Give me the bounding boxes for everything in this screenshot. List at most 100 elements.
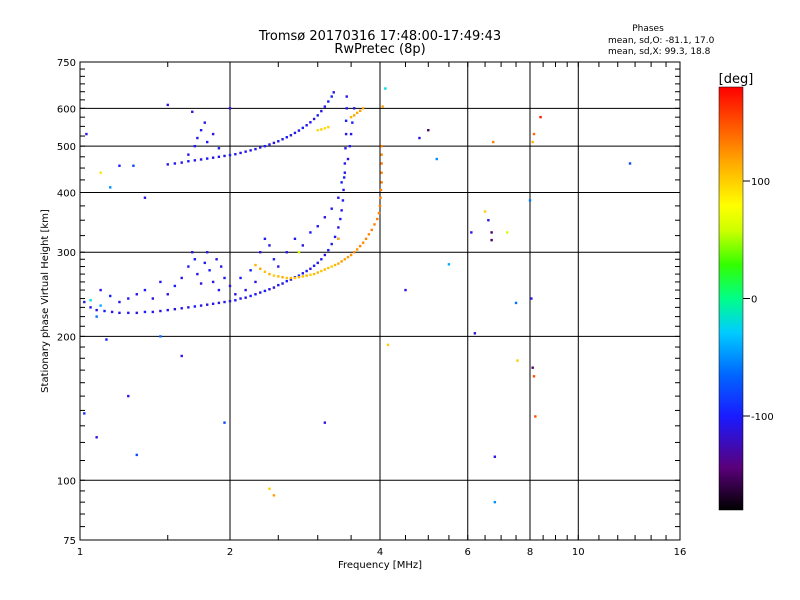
data-point [223,154,226,158]
data-point [516,359,519,362]
data-point [118,164,121,167]
data-point [327,248,330,252]
data-point [361,107,365,110]
data-point [316,114,319,117]
data-point [239,276,242,280]
data-point [330,207,333,210]
data-point [223,421,226,424]
data-point [173,284,177,288]
data-point [277,275,280,278]
data-point [378,204,382,208]
data-point [205,140,209,144]
data-point [316,225,319,228]
data-point [505,231,509,234]
data-point [173,307,177,311]
data-point [316,271,319,274]
data-point [191,110,194,114]
data-point [301,272,305,275]
data-point [99,304,102,307]
data-point [268,143,271,146]
data-point [301,275,305,278]
data-point [323,268,327,271]
data-point [293,131,297,135]
data-point [228,299,232,303]
chart-title: Tromsø 20170316 17:48:00-17:49:43 [258,29,501,44]
data-point [203,261,206,265]
data-point [281,282,284,285]
data-point [99,171,102,174]
y-tick-label: 100 [57,476,76,487]
data-point [268,244,271,247]
colorbar-tick-label: 100 [751,177,770,188]
data-point [361,241,365,244]
x-tick-label: 6 [465,547,471,558]
data-point [487,219,490,222]
data-point [349,115,353,119]
data-point [337,262,340,265]
data-point [349,253,353,257]
data-point [355,248,359,251]
data-point [95,308,98,312]
data-point [219,265,223,268]
data-point [254,147,257,151]
data-point [301,244,305,247]
data-point [223,300,226,304]
data-point [320,269,323,273]
data-point [490,231,493,234]
data-point [344,147,347,150]
data-point [223,276,226,280]
data-point [343,171,347,174]
data-point [312,117,316,121]
data-point [268,487,271,490]
data-point [323,216,327,219]
data-point [205,251,209,254]
data-point [217,288,221,292]
colorbar-tick-label: 0 [751,295,757,306]
colorbar-tick-label: -100 [751,412,774,423]
data-point [259,291,262,294]
data-point [343,258,347,261]
data-point [95,315,98,318]
data-point [349,132,353,136]
data-point [539,115,542,119]
data-point [110,310,114,314]
x-tick-label: 2 [227,547,233,558]
data-point [199,282,203,285]
data-point [211,132,215,136]
data-point [263,144,267,148]
data-point [259,146,262,149]
data-point [285,279,288,283]
data-point [379,196,382,199]
data-point [473,332,477,335]
data-point [180,307,183,310]
data-point [109,186,112,189]
y-tick-labels: 75 100 200 300 400 500 600 750 [57,58,76,547]
data-point [297,251,301,254]
data-point [249,269,252,272]
data-point [330,95,333,98]
data-point [343,162,347,165]
data-point [332,91,335,94]
data-point [345,95,348,98]
data-point [316,128,319,132]
data-point [166,163,169,166]
data-point [199,304,203,307]
data-point [118,300,121,304]
data-point [320,109,323,113]
data-point [381,105,384,108]
x-tick-labels: 1 2 4 6 8 10 16 [77,547,687,558]
data-point [263,237,267,241]
data-point [380,181,383,184]
data-point [528,199,532,202]
data-point [312,264,316,267]
data-point [259,267,262,270]
data-point [301,126,305,130]
data-point [187,306,190,309]
data-point [272,258,276,261]
data-point [341,199,345,202]
data-point [166,308,169,312]
x-tick-label: 4 [377,547,383,558]
data-point [228,107,232,110]
data-point [330,242,333,246]
